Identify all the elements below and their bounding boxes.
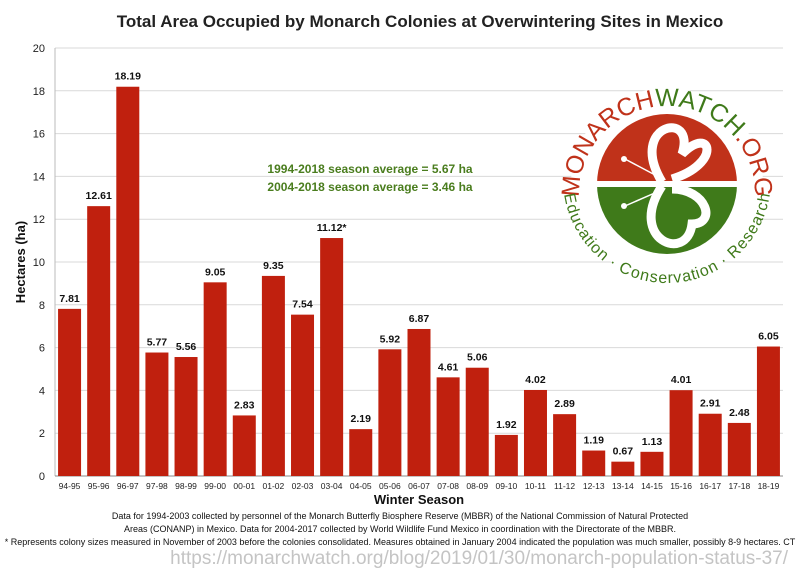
y-tick-label: 10	[33, 257, 45, 269]
data-label: 1.19	[584, 435, 605, 447]
bar	[756, 346, 780, 476]
bar	[640, 451, 664, 476]
bar	[698, 413, 722, 476]
data-label: 4.61	[438, 361, 459, 373]
chart-title: Total Area Occupied by Monarch Colonies …	[117, 12, 723, 31]
data-label: 7.54	[292, 299, 313, 311]
data-label: 4.02	[525, 374, 546, 386]
bar	[582, 450, 606, 476]
y-tick-label: 2	[39, 428, 45, 440]
y-tick-label: 8	[39, 300, 45, 312]
bar-chart: Total Area Occupied by Monarch Colonies …	[13, 12, 783, 507]
bar	[174, 357, 198, 476]
data-label: 5.92	[380, 333, 401, 345]
x-tick-label: 97-98	[146, 481, 168, 491]
bar	[291, 314, 315, 476]
x-axis-label: Winter Season	[374, 492, 464, 507]
x-tick-label: 08-09	[466, 481, 488, 491]
bar	[261, 275, 285, 476]
note-line-2: Areas (CONANP) in Mexico. Data for 2004-…	[123, 524, 677, 534]
x-tick-label: 07-08	[437, 481, 459, 491]
x-tick-label: 18-19	[758, 481, 780, 491]
bar	[232, 415, 256, 476]
data-label: 12.61	[86, 190, 112, 202]
data-label: 6.87	[409, 313, 430, 325]
y-tick-label: 12	[33, 214, 45, 226]
y-tick-label: 16	[33, 129, 45, 141]
x-tick-label: 09-10	[495, 481, 517, 491]
bar	[58, 308, 82, 476]
x-tick-label: 16-17	[699, 481, 721, 491]
x-tick-label: 15-16	[670, 481, 692, 491]
bar	[494, 434, 518, 476]
bar	[349, 429, 373, 476]
data-label: 4.01	[671, 374, 692, 386]
data-label: 9.35	[263, 260, 284, 272]
data-label: 7.81	[59, 293, 80, 305]
data-label: 5.56	[176, 341, 197, 353]
x-tick-label: 94-95	[59, 481, 81, 491]
y-axis-label: Hectares (ha)	[13, 221, 28, 303]
data-label: 9.05	[205, 266, 226, 278]
data-label: 6.05	[758, 331, 779, 343]
annotation-average-1994: 1994-2018 season average = 5.67 ha	[267, 162, 472, 176]
y-tick-label: 0	[39, 471, 45, 483]
data-label: 0.67	[613, 446, 634, 458]
data-label: 2.48	[729, 407, 750, 419]
y-tick-label: 20	[33, 43, 45, 55]
source-url: https://monarchwatch.org/blog/2019/01/30…	[170, 548, 788, 569]
bar	[145, 352, 169, 476]
x-tick-label: 17-18	[728, 481, 750, 491]
annotation-average-2004: 2004-2018 season average = 3.46 ha	[267, 180, 472, 194]
x-tick-label: 01-02	[263, 481, 285, 491]
bar	[203, 282, 227, 476]
x-tick-label: 00-01	[233, 481, 255, 491]
data-label: 2.89	[554, 398, 575, 410]
bar	[378, 349, 402, 476]
data-label: 1.13	[642, 436, 663, 448]
data-label: 5.77	[147, 337, 168, 349]
bar	[436, 377, 460, 476]
data-label: 2.83	[234, 399, 255, 411]
data-label: 2.19	[351, 413, 372, 425]
note-line-3: * Represents colony sizes measured in No…	[4, 537, 796, 547]
x-tick-label: 03-04	[321, 481, 343, 491]
y-tick-label: 6	[39, 343, 45, 355]
bar	[669, 390, 693, 476]
data-label: 18.19	[115, 71, 141, 83]
bar	[611, 461, 635, 476]
data-label: 1.92	[496, 419, 517, 431]
bar	[116, 86, 140, 476]
y-tick-label: 4	[39, 385, 45, 397]
x-tick-label: 06-07	[408, 481, 430, 491]
x-tick-label: 05-06	[379, 481, 401, 491]
note-line-1: Data for 1994-2003 collected by personne…	[111, 511, 689, 521]
x-tick-label: 02-03	[292, 481, 314, 491]
x-tick-label: 98-99	[175, 481, 197, 491]
y-tick-label: 14	[33, 171, 45, 183]
y-tick-label: 18	[33, 86, 45, 98]
footnotes: Data for 1994-2003 collected by personne…	[0, 510, 800, 549]
x-tick-label: 14-15	[641, 481, 663, 491]
monarchwatch-logo: MONARCHWATCH.ORG Education · Conservatio…	[557, 84, 778, 287]
x-tick-label: 13-14	[612, 481, 634, 491]
bar	[407, 328, 431, 476]
x-tick-label: 96-97	[117, 481, 139, 491]
bar	[523, 389, 547, 476]
x-tick-label: 99-00	[204, 481, 226, 491]
bar	[553, 414, 577, 476]
bar	[727, 422, 751, 476]
bar	[465, 367, 489, 476]
bar	[87, 206, 111, 476]
data-label: 11.12*	[317, 222, 348, 234]
data-label: 5.06	[467, 352, 488, 364]
data-label: 2.91	[700, 398, 721, 410]
x-tick-label: 11-12	[554, 481, 575, 491]
x-tick-label: 12-13	[583, 481, 605, 491]
x-tick-label: 04-05	[350, 481, 372, 491]
x-tick-label: 10-11	[525, 481, 546, 491]
bar	[320, 238, 344, 476]
x-tick-label: 95-96	[88, 481, 110, 491]
